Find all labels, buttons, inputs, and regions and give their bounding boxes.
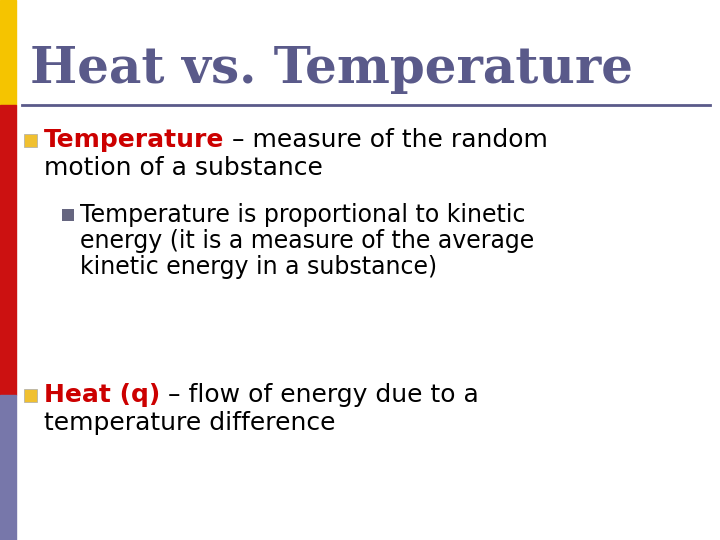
Bar [24,133,37,146]
Text: temperature difference: temperature difference [44,411,336,435]
Text: Heat vs. Temperature: Heat vs. Temperature [30,45,633,94]
Bar [0,395,16,540]
Text: – flow of energy due to a: – flow of energy due to a [161,383,479,407]
Text: Temperature is proportional to kinetic: Temperature is proportional to kinetic [80,203,526,227]
Bar [0,0,16,105]
Text: kinetic energy in a substance): kinetic energy in a substance) [80,255,437,279]
Text: Temperature: Temperature [44,128,225,152]
Text: – measure of the random: – measure of the random [225,128,548,152]
Bar [62,209,74,221]
Bar [24,388,37,402]
Bar [0,105,16,395]
Text: energy (it is a measure of the average: energy (it is a measure of the average [80,229,534,253]
Text: motion of a substance: motion of a substance [44,156,323,180]
Text: Heat (q): Heat (q) [44,383,161,407]
